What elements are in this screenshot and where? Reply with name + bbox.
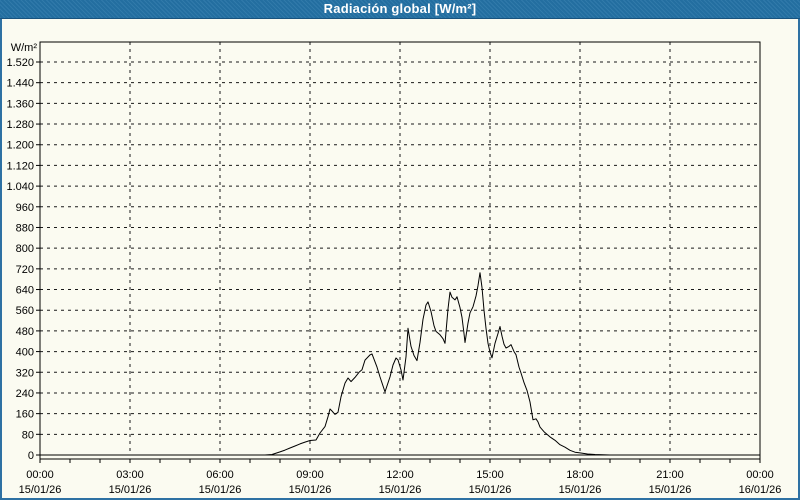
- y-tick-label: 800: [16, 243, 34, 255]
- x-date-label: 15/01/26: [289, 484, 332, 496]
- x-time-label: 00:00: [26, 469, 54, 481]
- y-tick-label: 960: [16, 202, 34, 214]
- y-tick-label: 640: [16, 285, 34, 297]
- y-tick-label: 400: [16, 347, 34, 359]
- axis-unit-label: W/m²: [11, 42, 38, 54]
- y-tick-label: 880: [16, 222, 34, 234]
- y-tick-label: 1.360: [6, 98, 34, 110]
- y-tick-label: 1.200: [6, 140, 34, 152]
- y-tick-label: 560: [16, 305, 34, 317]
- radiation-curve: [39, 272, 761, 456]
- x-date-label: 15/01/26: [109, 484, 152, 496]
- x-time-label: 15:00: [476, 469, 504, 481]
- x-date-label: 15/01/26: [379, 484, 422, 496]
- y-tick-label: 1.120: [6, 160, 34, 172]
- x-time-label: 18:00: [566, 469, 594, 481]
- y-tick-label: 1.280: [6, 119, 34, 131]
- y-tick-label: 480: [16, 326, 34, 338]
- y-tick-label: 720: [16, 264, 34, 276]
- x-date-label: 16/01/26: [739, 484, 782, 496]
- x-time-label: 21:00: [656, 469, 684, 481]
- window-title: Radiación global [W/m²]: [323, 1, 477, 16]
- y-tick-label: 0: [28, 450, 34, 462]
- x-date-label: 15/01/26: [469, 484, 512, 496]
- x-date-label: 15/01/26: [199, 484, 242, 496]
- y-tick-label: 1.520: [6, 57, 34, 69]
- x-time-label: 00:00: [746, 469, 774, 481]
- y-tick-label: 80: [22, 429, 34, 441]
- x-time-label: 06:00: [206, 469, 234, 481]
- x-time-label: 03:00: [116, 469, 144, 481]
- y-tick-label: 320: [16, 367, 34, 379]
- x-date-label: 15/01/26: [559, 484, 602, 496]
- y-tick-label: 1.040: [6, 181, 34, 193]
- plot-frame: [39, 41, 761, 460]
- window-titlebar: Radiación global [W/m²]: [0, 0, 800, 19]
- x-time-label: 12:00: [386, 469, 414, 481]
- x-time-label: 09:00: [296, 469, 324, 481]
- y-tick-label: 1.440: [6, 78, 34, 90]
- y-tick-label: 240: [16, 388, 34, 400]
- y-tick-label: 160: [16, 409, 34, 421]
- x-date-label: 15/01/26: [19, 484, 62, 496]
- x-date-label: 15/01/26: [649, 484, 692, 496]
